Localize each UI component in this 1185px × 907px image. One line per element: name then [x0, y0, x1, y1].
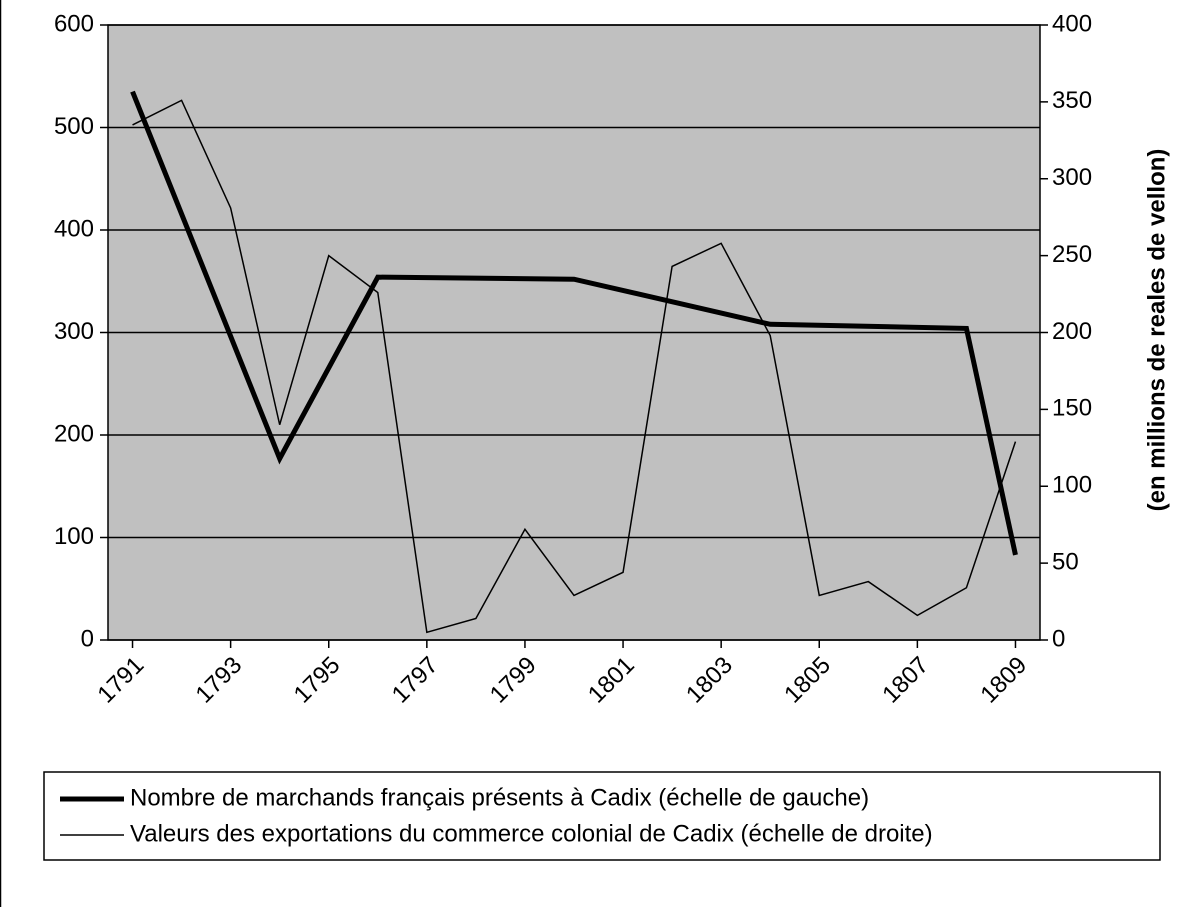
x-tick-label: 1799 [485, 652, 542, 709]
legend-label: Valeurs des exportations du commerce col… [130, 820, 933, 847]
y-tick-label: 500 [54, 113, 94, 140]
x-tick-label: 1809 [975, 652, 1032, 709]
y2-tick-label: 50 [1052, 548, 1079, 575]
y2-tick-label: 250 [1052, 241, 1092, 268]
x-tick-label: 1805 [779, 652, 836, 709]
y2-tick-label: 400 [1052, 10, 1092, 37]
legend-label: Nombre de marchands français présents à … [130, 784, 869, 811]
series-line [130, 90, 1018, 556]
y2-tick-label: 200 [1052, 318, 1092, 345]
x-tick-label: 1797 [387, 652, 444, 709]
y2-tick-label: 100 [1052, 472, 1092, 499]
x-tick-label: 1793 [191, 652, 248, 709]
y2-tick-label: 150 [1052, 395, 1092, 422]
y2-axis-label: (en millions de reales de vellon) [1143, 149, 1170, 512]
y-tick-label: 100 [54, 523, 94, 550]
y-tick-label: 300 [54, 318, 94, 345]
legend-box [43, 771, 1161, 861]
y2-tick-label: 300 [1052, 164, 1092, 191]
x-tick-label: 1791 [92, 652, 149, 709]
series-line [132, 99, 1017, 634]
y2-tick-label: 0 [1052, 625, 1065, 652]
y-tick-label: 400 [54, 215, 94, 242]
y-tick-label: 0 [81, 625, 94, 652]
x-tick-label: 1795 [289, 652, 346, 709]
y2-tick-label: 350 [1052, 87, 1092, 114]
x-tick-label: 1801 [583, 652, 640, 709]
x-tick-label: 1807 [877, 652, 934, 709]
y-tick-label: 200 [54, 420, 94, 447]
y-tick-label: 600 [54, 10, 94, 37]
x-tick-label: 1803 [681, 652, 738, 709]
